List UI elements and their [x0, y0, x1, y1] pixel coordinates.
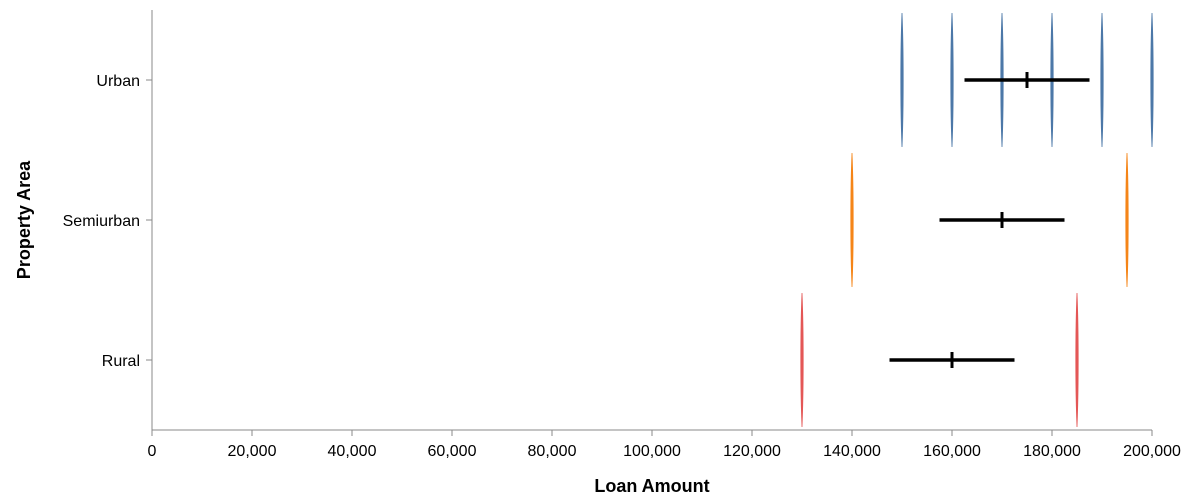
error-bars: [889, 72, 1090, 368]
violin-rural-0: [800, 292, 804, 428]
violin-urban-4: [1100, 12, 1104, 148]
x-tick-label: 40,000: [328, 443, 377, 460]
x-tick-label: 140,000: [823, 443, 881, 460]
y-tick-label-urban: Urban: [96, 73, 140, 90]
x-tick-label: 160,000: [923, 443, 981, 460]
x-tick-label: 80,000: [528, 443, 577, 460]
violin-urban-0: [900, 12, 904, 148]
y-axis: Urban Semiurban Rural: [63, 10, 153, 430]
x-tick-label: 180,000: [1023, 443, 1081, 460]
x-tick-label: 20,000: [228, 443, 277, 460]
violin-semiurban-1: [1125, 152, 1129, 288]
x-tick-label: 200,000: [1123, 443, 1181, 460]
x-tick-label: 0: [148, 443, 157, 460]
violin-semiurban-0: [850, 152, 854, 288]
x-tick-label: 100,000: [623, 443, 681, 460]
x-tick-label: 120,000: [723, 443, 781, 460]
y-tick-label-semiurban: Semiurban: [63, 213, 140, 230]
x-axis-title: Loan Amount: [594, 476, 709, 496]
y-tick-label-rural: Rural: [102, 353, 140, 370]
violin-urban-5: [1150, 12, 1154, 148]
violin-urban-1: [950, 12, 954, 148]
x-tick-label: 60,000: [428, 443, 477, 460]
y-axis-title: Property Area: [14, 160, 34, 279]
x-axis: 0 20,000 40,000 60,000 80,000 100,000 120,000 1…: [148, 429, 1181, 460]
violin-marks: [800, 12, 1154, 428]
violin-rural-1: [1075, 292, 1079, 428]
